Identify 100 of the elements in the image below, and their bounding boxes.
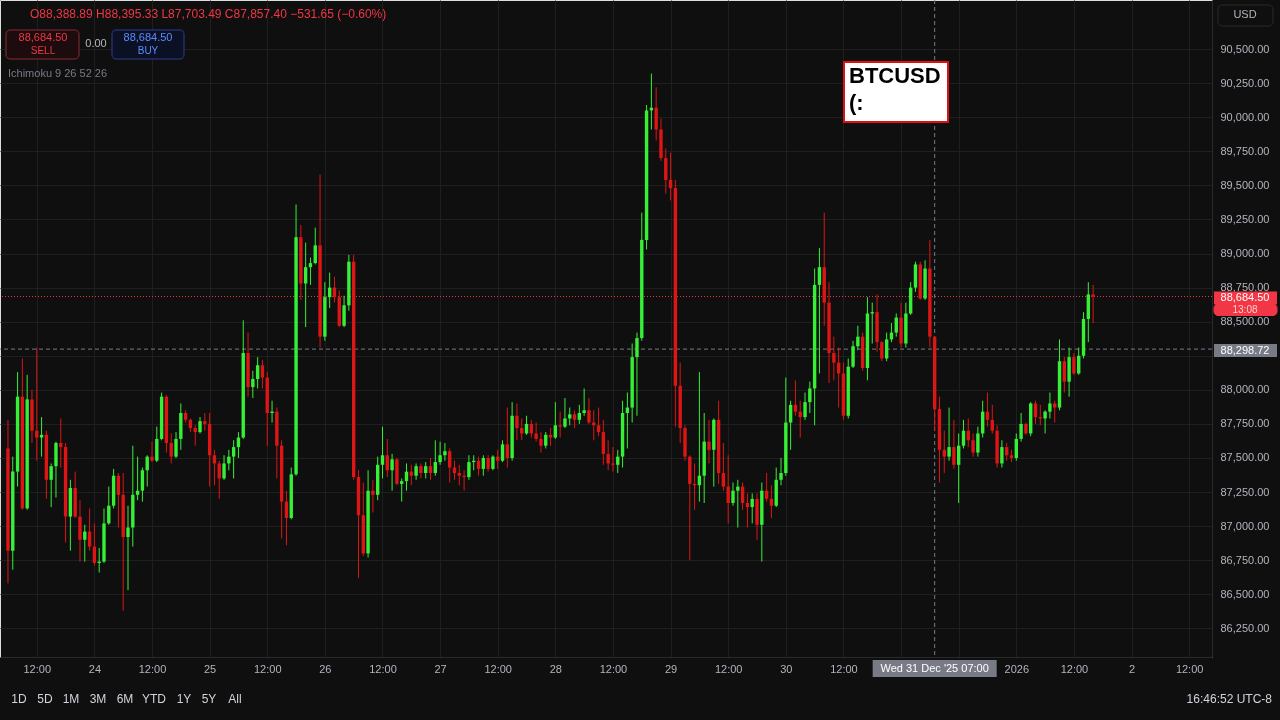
candlestick xyxy=(1091,284,1095,324)
candlestick xyxy=(251,370,255,399)
candlestick xyxy=(380,426,385,479)
y-tick-label: 90,500.00 xyxy=(1220,42,1270,55)
ref-line-label: 88,684.50 xyxy=(1220,291,1270,304)
ref-line-label: Wed 31 Dec '25 07:00 xyxy=(880,662,989,674)
y-tick-label: 86,250.00 xyxy=(1220,621,1270,634)
y-tick-label: 90,250.00 xyxy=(1220,76,1270,89)
candlestick xyxy=(1048,392,1052,419)
text: 5D xyxy=(37,692,53,706)
candlestick xyxy=(769,484,774,519)
candlestick xyxy=(174,431,178,459)
text: 3M xyxy=(89,692,107,706)
candlestick xyxy=(428,457,433,481)
x-tick-label: 12:00 xyxy=(138,662,167,675)
candlestick xyxy=(303,242,308,328)
candlestick xyxy=(227,449,231,471)
candlestick xyxy=(582,387,586,417)
candlestick xyxy=(1043,409,1047,434)
candlestick xyxy=(870,302,874,344)
candlestick xyxy=(515,402,519,441)
text: 1M xyxy=(62,692,80,706)
candlestick xyxy=(817,247,822,374)
candlestick xyxy=(399,477,404,503)
x-tick-label: 12:00 xyxy=(23,662,52,675)
candlestick xyxy=(635,332,639,417)
x-tick-label: 28 xyxy=(549,662,562,675)
candlestick xyxy=(803,392,807,421)
y-tick-label: 87,750.00 xyxy=(1220,417,1270,430)
y-tick-label: 88,500.00 xyxy=(1220,315,1270,328)
candlestick xyxy=(169,432,173,464)
x-tick-label: 2 xyxy=(1128,662,1136,675)
candlestick xyxy=(54,441,58,499)
candlestick xyxy=(596,407,601,437)
candlestick xyxy=(947,407,951,462)
x-tick-label: 25 xyxy=(204,662,217,675)
candlestick xyxy=(942,430,946,474)
candlestick xyxy=(342,295,346,328)
candlestick xyxy=(155,426,159,463)
candlestick xyxy=(808,381,812,414)
candlestick xyxy=(140,467,145,503)
candlestick xyxy=(500,439,505,463)
y-tick-label: 87,000.00 xyxy=(1220,519,1270,532)
candlestick xyxy=(260,359,265,389)
x-tick-label: 12:00 xyxy=(369,662,397,675)
candlestick xyxy=(577,404,582,425)
candlestick xyxy=(851,340,855,369)
y-tick-label: 87,250.00 xyxy=(1220,485,1270,498)
candlestick xyxy=(553,401,558,440)
candlestick xyxy=(1062,356,1067,394)
x-tick-label: 2026 xyxy=(1004,662,1030,675)
x-tick-label: 12:00 xyxy=(714,662,743,675)
text: 1D xyxy=(11,692,27,706)
candlestick xyxy=(856,325,860,351)
candlestick xyxy=(952,419,956,470)
candlestick xyxy=(457,464,462,486)
candlestick xyxy=(1072,352,1076,376)
candlestick xyxy=(505,407,510,469)
text: 1Y xyxy=(176,692,192,706)
candlestick xyxy=(150,441,154,463)
text: USD xyxy=(1233,8,1257,20)
candlestick xyxy=(49,462,53,508)
y-tick-label: 86,750.00 xyxy=(1220,553,1270,566)
candlestick xyxy=(126,505,130,591)
candlestick xyxy=(539,431,543,454)
text: 16:46:52 UTC-8 xyxy=(1186,692,1273,706)
candlestick xyxy=(654,86,658,141)
candlestick xyxy=(913,261,918,293)
y-tick-label: 89,750.00 xyxy=(1220,144,1270,157)
x-tick-label: 12:00 xyxy=(1060,662,1089,675)
y-tick-label: 89,500.00 xyxy=(1220,178,1270,191)
candlestick xyxy=(606,439,610,471)
candlestick xyxy=(419,462,423,479)
candlestick xyxy=(976,426,980,458)
candlestick xyxy=(788,400,793,451)
annotation: BUY xyxy=(137,45,159,56)
x-tick-label: 30 xyxy=(780,662,793,675)
candlestick xyxy=(563,397,567,429)
annotation: 0.00 xyxy=(85,37,107,49)
candlestick xyxy=(1019,412,1023,443)
candlestick xyxy=(832,336,836,381)
candlestick xyxy=(534,422,538,443)
x-tick-label: 12:00 xyxy=(484,662,512,675)
y-tick-label: 89,000.00 xyxy=(1220,247,1270,260)
candlestick xyxy=(231,439,236,479)
y-tick-label: 90,000.00 xyxy=(1220,110,1270,123)
y-tick-label: 86,500.00 xyxy=(1220,587,1270,600)
candlestick xyxy=(390,453,394,492)
y-tick-label: 89,250.00 xyxy=(1220,212,1270,225)
candlestick xyxy=(448,447,452,484)
candlestick xyxy=(1053,400,1057,424)
candlestick xyxy=(443,442,447,462)
annotation: 88,684.50 xyxy=(123,31,173,43)
candlestick xyxy=(371,479,375,514)
x-tick-label: 24 xyxy=(88,662,102,675)
candlestick xyxy=(971,432,975,458)
text: YTD xyxy=(142,692,167,706)
y-tick-label: 88,000.00 xyxy=(1220,383,1270,396)
x-tick-label: 12:00 xyxy=(830,662,858,675)
annotation: Ichimoku 9 26 52 26 xyxy=(8,67,108,79)
